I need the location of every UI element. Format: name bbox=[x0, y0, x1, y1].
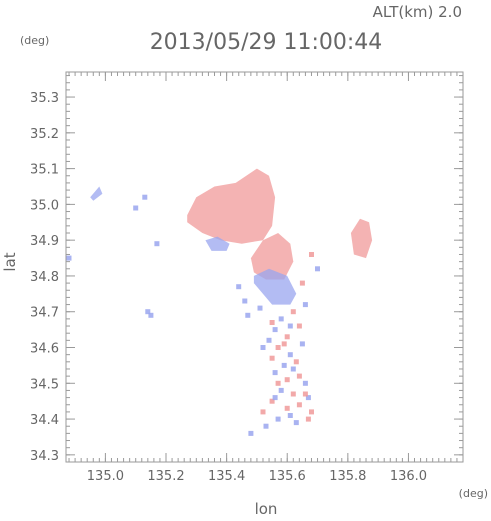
plot-frame bbox=[65, 71, 464, 463]
echo-cell-24 bbox=[275, 416, 281, 422]
tick-layer: 135.0 135.2 135.4 135.6 135.8 136.0 34.3 34.4 34… bbox=[30, 72, 464, 484]
echo-cell-39 bbox=[260, 345, 266, 350]
x-tick-label: 136.0 bbox=[390, 469, 427, 484]
echo-region-4 bbox=[253, 268, 297, 305]
echo-cell-16 bbox=[278, 387, 284, 393]
echo-cell-37 bbox=[287, 323, 293, 329]
echo-cell-14 bbox=[284, 377, 290, 383]
echo-cell-8 bbox=[287, 352, 293, 358]
echo-cell-33 bbox=[299, 280, 305, 286]
echo-cell-41 bbox=[275, 380, 281, 386]
alt-label: ALT(km) 2.0 bbox=[373, 3, 462, 21]
echo-cell-27 bbox=[248, 430, 254, 436]
echo-cell-38 bbox=[281, 341, 287, 347]
echo-cell-1 bbox=[278, 316, 284, 322]
echo-region-3 bbox=[205, 236, 230, 251]
echo-cell-0 bbox=[290, 309, 296, 315]
echo-cell-9 bbox=[269, 355, 275, 361]
echo-cell-10 bbox=[293, 359, 299, 365]
echo-cell-20 bbox=[296, 402, 302, 408]
echo-cell-49 bbox=[154, 241, 160, 247]
echo-cell-34 bbox=[236, 284, 242, 290]
echo-cell-25 bbox=[293, 420, 299, 426]
y-tick-label: 34.6 bbox=[30, 342, 59, 357]
x-axis-unit: (deg) bbox=[459, 487, 488, 500]
y-tick-label: 34.3 bbox=[30, 449, 59, 464]
y-tick-label: 35.1 bbox=[30, 163, 59, 178]
x-tick-label: 135.6 bbox=[269, 469, 306, 484]
y-axis-unit: (deg) bbox=[20, 34, 49, 47]
y-tick-label: 35.3 bbox=[30, 91, 59, 106]
echo-cell-51 bbox=[148, 312, 154, 318]
echo-cell-4 bbox=[284, 334, 290, 340]
echo-cell-40 bbox=[290, 366, 296, 372]
y-tick-label: 35.2 bbox=[30, 127, 59, 142]
echo-cell-50 bbox=[145, 309, 151, 315]
echo-cell-23 bbox=[260, 409, 266, 415]
echo-cell-13 bbox=[296, 373, 302, 379]
echo-cell-5 bbox=[266, 337, 272, 343]
echo-cell-19 bbox=[269, 398, 275, 404]
echo-cell-36 bbox=[269, 320, 275, 325]
x-tick-label: 135.2 bbox=[147, 469, 184, 484]
echo-cell-2 bbox=[296, 323, 302, 329]
echo-cell-22 bbox=[309, 409, 314, 415]
echo-cell-11 bbox=[281, 362, 287, 368]
echo-cell-31 bbox=[315, 266, 320, 272]
x-tick-label: 135.8 bbox=[329, 469, 366, 484]
y-axis-label: lat bbox=[1, 252, 19, 271]
y-tick-label: 34.4 bbox=[30, 413, 59, 428]
echo-cell-35 bbox=[245, 312, 251, 318]
y-tick-label: 34.7 bbox=[30, 306, 59, 321]
y-tick-label: 34.8 bbox=[30, 270, 59, 285]
echo-region-0 bbox=[187, 168, 276, 244]
echo-cell-15 bbox=[302, 380, 308, 386]
echo-cell-47 bbox=[133, 205, 139, 211]
data-layer bbox=[66, 168, 373, 436]
x-tick-label: 135.0 bbox=[87, 469, 124, 484]
x-tick-label: 135.4 bbox=[208, 469, 245, 484]
echo-cell-28 bbox=[302, 302, 308, 308]
echo-cell-3 bbox=[272, 327, 278, 333]
echo-cell-6 bbox=[299, 341, 305, 347]
echo-cell-12 bbox=[272, 370, 278, 376]
echo-region-1 bbox=[250, 233, 294, 280]
echo-cell-46 bbox=[142, 194, 148, 200]
chart-title: 2013/05/29 11:00:44 bbox=[150, 30, 383, 55]
y-tick-label: 34.5 bbox=[30, 377, 59, 392]
echo-cell-18 bbox=[305, 395, 311, 401]
echo-cell-45 bbox=[305, 416, 311, 422]
echo-region-2 bbox=[350, 218, 373, 259]
x-axis-label: lon bbox=[255, 500, 278, 518]
echo-cell-32 bbox=[309, 252, 314, 257]
echo-cell-44 bbox=[287, 413, 293, 418]
echo-cell-42 bbox=[302, 391, 308, 397]
echo-region-5 bbox=[90, 186, 103, 201]
echo-cell-48 bbox=[66, 255, 72, 261]
y-tick-label: 35.0 bbox=[30, 198, 59, 213]
echo-cell-7 bbox=[275, 345, 281, 350]
echo-cell-30 bbox=[242, 298, 248, 304]
echo-cell-17 bbox=[290, 391, 296, 397]
echo-cell-21 bbox=[284, 405, 290, 411]
echo-cell-43 bbox=[272, 395, 278, 401]
y-tick-label: 34.9 bbox=[30, 234, 59, 249]
echo-cell-29 bbox=[257, 305, 263, 311]
echo-cell-26 bbox=[263, 423, 269, 429]
